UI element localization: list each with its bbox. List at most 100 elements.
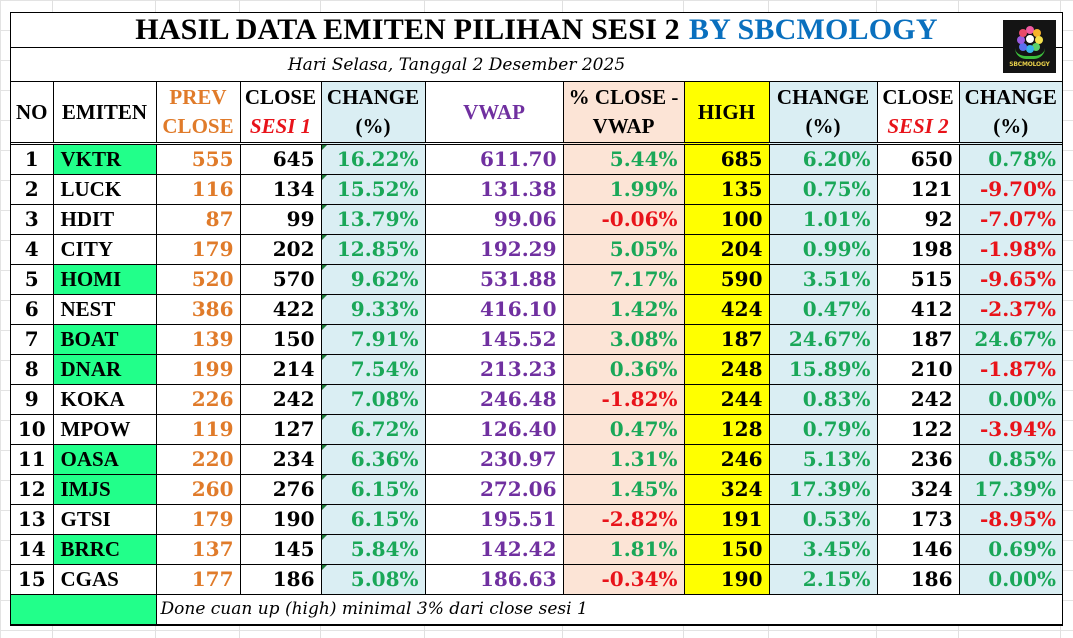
cell-prev-close: 260 <box>155 474 241 505</box>
cell-prev-close: 179 <box>155 504 241 535</box>
cell-prev-close-value: 139 <box>191 327 234 351</box>
subtitle-row: Hari Selasa, Tanggal 2 Desember 2025 <box>11 48 1062 82</box>
cell-change-sesi1-value: 13.79% <box>336 207 419 231</box>
cell-change-high: 0.53% <box>768 504 878 535</box>
cell-prev-close-value: 179 <box>191 237 234 261</box>
cell-vwap-value: 142.42 <box>479 537 557 561</box>
cell-vwap: 246.48 <box>424 384 564 415</box>
cell-change-sesi2-value: -9.65% <box>979 267 1056 291</box>
cell-close-vwap: 1.42% <box>562 294 685 325</box>
cell-prev-close-value: 116 <box>191 177 234 201</box>
cell-change-high-value: 3.45% <box>802 537 871 561</box>
cell-close-vwap-value: 7.17% <box>609 267 678 291</box>
cell-vwap: 213.23 <box>424 354 564 385</box>
cell-close-sesi1: 134 <box>239 174 322 205</box>
cell-close-vwap-value: 1.42% <box>609 297 678 321</box>
cell-close-sesi1: 190 <box>239 504 322 535</box>
cell-change-sesi1: 5.08% <box>320 564 426 595</box>
cell-close-sesi1: 276 <box>239 474 322 505</box>
cell-change-sesi2: -1.98% <box>958 234 1062 265</box>
cell-vwap-value: 213.23 <box>479 357 557 381</box>
cell-close-sesi2-value: 173 <box>910 507 953 531</box>
cell-high: 187 <box>683 324 770 355</box>
cell-change-high-value: 24.67% <box>788 327 871 351</box>
cell-vwap: 272.06 <box>424 474 564 505</box>
cell-no-value: 15 <box>17 567 46 591</box>
cell-emiten: MPOW <box>52 414 157 445</box>
cell-emiten: DNAR <box>52 354 157 385</box>
cell-close-sesi2: 210 <box>876 354 960 385</box>
cell-high: 191 <box>683 504 770 535</box>
error-indicator-icon <box>321 205 327 210</box>
error-indicator-icon <box>321 355 327 360</box>
cell-change-sesi2-value: -8.95% <box>979 507 1056 531</box>
cell-change-sesi1: 7.08% <box>320 384 426 415</box>
cell-no: 8 <box>11 354 54 385</box>
cell-change-sesi2: -7.07% <box>958 204 1062 235</box>
cell-change-high: 17.39% <box>768 474 878 505</box>
error-indicator-icon <box>321 325 327 330</box>
cell-change-sesi2: 17.39% <box>958 474 1062 505</box>
cell-no: 15 <box>11 564 54 595</box>
table-header: NO EMITEN PREV CLOSE CLOSE SESI 1 CHANGE (%… <box>11 82 1062 145</box>
cell-change-sesi2-value: 0.69% <box>988 537 1056 561</box>
cell-close-sesi1-value: 202 <box>272 237 315 261</box>
cell-high: 150 <box>683 534 770 565</box>
cell-vwap-value: 531.88 <box>479 267 557 291</box>
cell-change-sesi2: -2.37% <box>958 294 1062 325</box>
cell-close-sesi1-value: 145 <box>272 537 315 561</box>
cell-change-sesi1: 9.33% <box>320 294 426 325</box>
cell-close-sesi2: 121 <box>876 174 960 205</box>
cell-change-high: 6.20% <box>768 143 878 175</box>
cell-change-sesi2-value: 0.85% <box>988 447 1056 471</box>
cell-prev-close: 116 <box>155 174 241 205</box>
cell-vwap: 611.70 <box>424 143 564 175</box>
cell-no-value: 13 <box>17 507 46 531</box>
title-row: HASIL DATA EMITEN PILIHAN SESI 2 BY SBCM… <box>11 13 1062 48</box>
cell-change-high-value: 0.75% <box>802 177 871 201</box>
cell-prev-close-value: 520 <box>191 267 234 291</box>
cell-emiten: CITY <box>52 234 157 265</box>
cell-high: 100 <box>683 204 770 235</box>
cell-close-sesi1: 99 <box>239 204 322 235</box>
table-row: 7 BOAT 139 150 7.91% 145.52 3.08% 187 24.67% 187 2… <box>11 324 1062 355</box>
cell-close-sesi1-value: 422 <box>272 297 315 321</box>
cell-close-vwap-value: 1.31% <box>609 447 678 471</box>
cell-vwap: 416.10 <box>424 294 564 325</box>
cell-high-value: 187 <box>720 327 763 351</box>
col-header-emiten: EMITEN <box>52 82 157 145</box>
error-indicator-icon <box>321 475 327 480</box>
cell-change-sesi1: 12.85% <box>320 234 426 265</box>
cell-close-sesi1-value: 276 <box>272 477 315 501</box>
table-row: 6 NEST 386 422 9.33% 416.10 1.42% 424 0.47% 412 -2… <box>11 294 1062 325</box>
error-indicator-icon <box>321 145 327 150</box>
cell-change-high: 0.99% <box>768 234 878 265</box>
cell-close-vwap: 5.44% <box>562 143 685 175</box>
emiten-table: NO EMITEN PREV CLOSE CLOSE SESI 1 CHANGE (%… <box>11 82 1062 625</box>
cell-emiten-value: NEST <box>60 297 116 321</box>
cell-change-sesi1-value: 7.54% <box>350 357 419 381</box>
error-indicator-icon <box>321 295 327 300</box>
cell-no: 3 <box>11 204 54 235</box>
cell-change-sesi1-value: 6.15% <box>350 507 419 531</box>
cell-high-value: 190 <box>720 567 763 591</box>
cell-close-sesi1-value: 214 <box>272 357 315 381</box>
col-header-close-vwap: % CLOSE - VWAP <box>562 82 685 145</box>
cell-emiten-value: DNAR <box>60 357 122 381</box>
cell-prev-close-value: 199 <box>191 357 234 381</box>
cell-close-vwap: 1.81% <box>562 534 685 565</box>
cell-no: 1 <box>11 143 54 175</box>
cell-no-value: 9 <box>24 387 39 411</box>
sbcmology-logo-icon: SBCMOLOGY <box>1003 20 1056 73</box>
cell-vwap: 192.29 <box>424 234 564 265</box>
cell-no-value: 10 <box>17 417 46 441</box>
cell-close-sesi2-value: 210 <box>910 357 953 381</box>
cell-close-vwap: -1.82% <box>562 384 685 415</box>
leaves-icon <box>1014 48 1045 59</box>
cell-change-high: 1.01% <box>768 204 878 235</box>
cell-close-sesi1: 214 <box>239 354 322 385</box>
cell-close-sesi1-value: 570 <box>272 267 315 291</box>
cell-prev-close-value: 555 <box>191 147 234 171</box>
cell-vwap: 195.51 <box>424 504 564 535</box>
cell-change-high-value: 1.01% <box>802 207 871 231</box>
